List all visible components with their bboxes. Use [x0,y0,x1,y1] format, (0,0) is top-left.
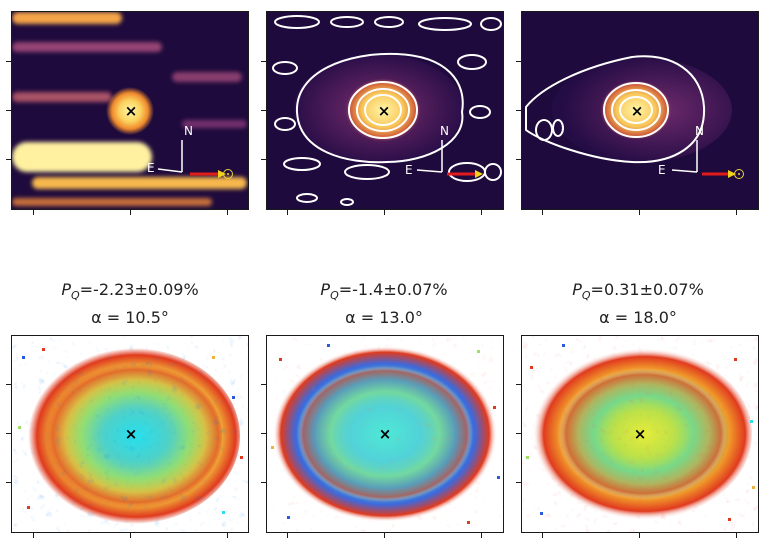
x-tick [639,210,640,215]
nucleus-marker: × [378,425,392,443]
x-tick [130,533,131,538]
y-tick [6,159,11,160]
y-tick [261,384,266,385]
compass-north-label: N [184,124,193,138]
nucleus-marker: × [630,102,644,120]
compass-north-label: N [695,124,704,138]
intensity-image [522,12,758,209]
compass-arrows [157,140,226,178]
x-tick [384,533,385,538]
y-tick [516,482,521,483]
y-tick [6,61,11,62]
x-tick [481,210,482,215]
pq-value-label: PQ=0.31±0.07% [572,280,704,303]
pq-value-label: PQ=-1.4±0.07% [320,280,448,303]
x-tick [287,210,288,215]
y-tick [516,61,521,62]
y-tick [261,433,266,434]
noise-pixels [18,348,243,514]
x-tick [481,533,482,538]
polarization-map-frame: × [11,335,249,533]
compass-east-label: E [405,163,413,177]
alpha-label: α = 13.0° [345,308,423,328]
y-tick [261,159,266,160]
nucleus-marker: × [377,102,391,120]
noise-pixels [271,344,500,524]
image-frame: × N E [11,11,249,210]
nucleus-marker: × [124,425,138,443]
y-tick [6,110,11,111]
x-tick [542,210,543,215]
contour-lines [525,55,706,164]
y-tick [516,110,521,111]
x-tick [736,533,737,538]
pq-value-label: PQ=-2.23±0.09% [61,280,199,303]
compass-east-label: E [147,161,155,175]
y-tick [516,384,521,385]
intensity-image [267,12,503,209]
nucleus-marker: × [633,425,647,443]
polarization-map-frame: × [266,335,504,533]
y-tick [261,61,266,62]
x-tick [639,533,640,538]
y-tick [516,159,521,160]
y-tick [6,433,11,434]
x-tick [287,533,288,538]
panel-caption-1: PQ=-2.23±0.09% α = 10.5° [20,279,240,329]
x-tick [130,210,131,215]
x-tick [384,210,385,215]
image-frame: × N E [266,11,504,210]
y-tick [6,384,11,385]
y-tick [516,433,521,434]
polarization-map [522,336,758,532]
nucleus-marker: × [124,102,138,120]
x-tick [33,210,34,215]
polarization-map-frame: × [521,335,759,533]
alpha-label: α = 18.0° [599,308,677,328]
noise-pixels [526,344,755,521]
x-tick [33,533,34,538]
panel-caption-2: PQ=-1.4±0.07% α = 13.0° [274,279,494,329]
image-frame: × N E [521,11,759,210]
y-tick [6,482,11,483]
y-tick [261,482,266,483]
polarization-map [12,336,248,532]
x-tick [736,210,737,215]
star-trails [12,12,247,206]
x-tick [227,533,228,538]
sun-direction-icon [734,169,744,179]
polarization-map [267,336,503,532]
compass-east-label: E [658,163,666,177]
x-tick [227,210,228,215]
compass-arrows [416,140,483,178]
compass-arrows [671,140,736,178]
alpha-label: α = 10.5° [91,308,169,328]
x-tick [542,533,543,538]
compass-north-label: N [440,124,449,138]
contour-lines [272,15,502,206]
panel-caption-3: PQ=0.31±0.07% α = 18.0° [528,279,748,329]
intensity-image [12,12,248,209]
comet-nucleus [106,87,154,135]
y-tick [261,110,266,111]
sun-direction-icon [223,169,233,179]
